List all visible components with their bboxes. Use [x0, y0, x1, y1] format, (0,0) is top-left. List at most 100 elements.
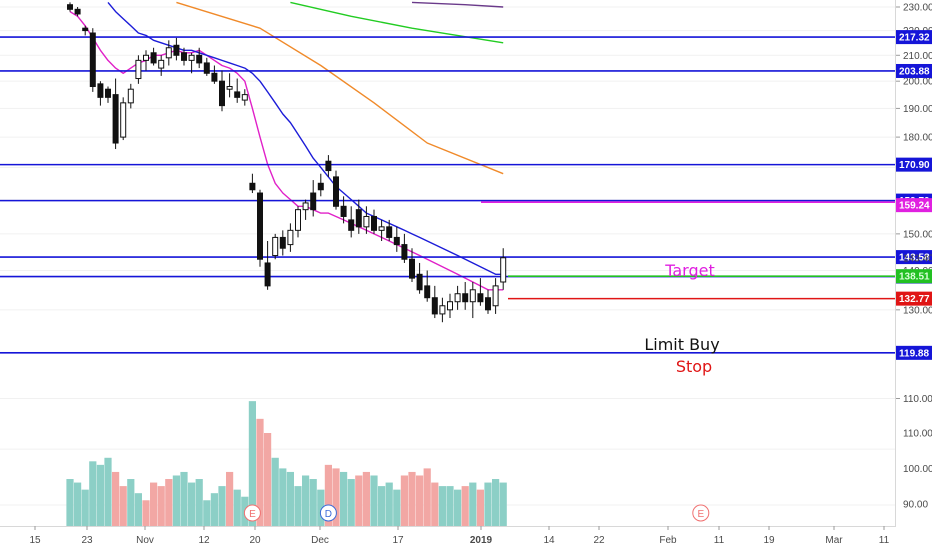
trade-tag-text: 159.24: [899, 201, 930, 212]
trade-lines: [481, 201, 896, 300]
price-tags: 217.32203.88170.90159.70143.58138.41119.…: [896, 30, 932, 360]
event-marker-circle: [692, 504, 710, 522]
level-tag-text: 217.32: [899, 33, 930, 44]
candle-body: [317, 182, 324, 191]
price-tick-label: 110.00: [903, 394, 932, 405]
trade-tag-box: [896, 291, 932, 306]
volume-bar: [385, 482, 393, 526]
level-tag-box: [896, 345, 932, 360]
candle-body: [196, 54, 203, 64]
volume-bar: [74, 482, 82, 526]
candle-body: [89, 32, 96, 88]
candle-body: [211, 72, 218, 82]
volume-bar: [226, 471, 234, 526]
time-tick-label: 15: [29, 535, 41, 546]
candles: [67, 2, 507, 323]
time-tick-label: 14: [543, 535, 555, 546]
time-tick-label: 22: [593, 535, 605, 546]
event-marker[interactable]: E: [692, 504, 710, 522]
volume-tick-label: 100.00: [903, 464, 932, 475]
volume-bar: [302, 475, 310, 526]
candle-body: [127, 88, 134, 104]
volume-bar: [188, 482, 196, 526]
time-axis[interactable]: 15 23 Nov 12 20 Dec 17 2019 14 22 Feb 11 19 Mar 11: [29, 526, 890, 546]
time-tick-label: 2019: [470, 535, 493, 546]
volume-axis: 110.00 100.00 90.00: [903, 429, 932, 511]
volume-bar: [416, 475, 424, 526]
candle-body: [181, 52, 187, 61]
volume-bar: [134, 493, 142, 526]
candle-body: [219, 80, 225, 107]
time-tick-label: 20: [249, 535, 261, 546]
candle-body: [363, 215, 370, 228]
candle-body: [226, 86, 233, 90]
candle-body: [135, 59, 142, 80]
volume-bar: [454, 489, 462, 526]
time-tick-label: Feb: [659, 535, 677, 546]
candle-body: [272, 236, 279, 257]
candle-body: [378, 226, 385, 231]
volume-bar: [127, 479, 135, 526]
candle-body: [462, 293, 469, 303]
volume-bar: [180, 471, 188, 526]
volume-bar: [461, 486, 469, 526]
volume-bar: [203, 500, 211, 526]
candle-body: [203, 62, 210, 74]
candle-body: [105, 88, 111, 98]
volume-bar: [96, 464, 104, 526]
volume-bar: [438, 486, 446, 526]
volume-bar: [248, 401, 256, 526]
level-tag-box: [896, 157, 932, 172]
ma-orange-line: [176, 1, 504, 175]
candle-body: [74, 8, 81, 15]
price-tick-label: 200.00: [903, 77, 932, 88]
volume-bar: [362, 471, 370, 526]
volume-bar: [66, 479, 74, 526]
volume-bar: [256, 418, 264, 526]
time-tick-label: 11: [879, 535, 890, 546]
level-tag-box: [896, 250, 932, 265]
volume-bar: [400, 475, 408, 526]
volume-bar: [286, 471, 294, 526]
candle-body: [371, 215, 377, 231]
volume-bar: [264, 433, 272, 526]
ma-purple-line: [411, 1, 504, 8]
volume-bar: [378, 486, 386, 526]
candle-body: [477, 293, 484, 303]
volume-bar: [279, 468, 287, 526]
level-tag-text: 170.90: [899, 160, 930, 171]
trade-tag-text: 132.77: [899, 294, 930, 305]
volume-bar: [142, 500, 150, 526]
event-marker[interactable]: E: [243, 504, 261, 522]
level-tag-box: [896, 63, 932, 78]
candle-body: [333, 176, 339, 207]
candle-body: [355, 209, 362, 228]
level-tag: 119.88: [896, 345, 932, 360]
time-tick-label: Nov: [136, 535, 154, 546]
volume-bar: [484, 482, 492, 526]
candle-body: [249, 182, 256, 191]
level-tag: 217.32: [896, 30, 932, 45]
candle-body: [143, 54, 149, 61]
volume-bar: [332, 468, 340, 526]
candle-body: [401, 244, 408, 260]
price-tick-label: 190.00: [903, 104, 932, 115]
event-marker-label: E: [249, 509, 256, 520]
time-tick-label: 17: [392, 535, 404, 546]
candle-body: [279, 236, 286, 249]
candle-body: [439, 305, 446, 315]
candle-body: [302, 202, 309, 211]
candle-body: [287, 229, 294, 246]
event-marker[interactable]: D: [319, 504, 337, 522]
trade-tag: 132.77: [896, 291, 932, 306]
candle-body: [188, 54, 195, 61]
candle-body: [264, 262, 271, 287]
trade-tag: 159.24: [896, 198, 932, 213]
candle-body: [447, 301, 453, 311]
time-tick-label: 11: [714, 535, 725, 546]
gridlines: [0, 6, 896, 506]
time-tick-label: 12: [198, 535, 210, 546]
volume-bar: [324, 464, 332, 526]
